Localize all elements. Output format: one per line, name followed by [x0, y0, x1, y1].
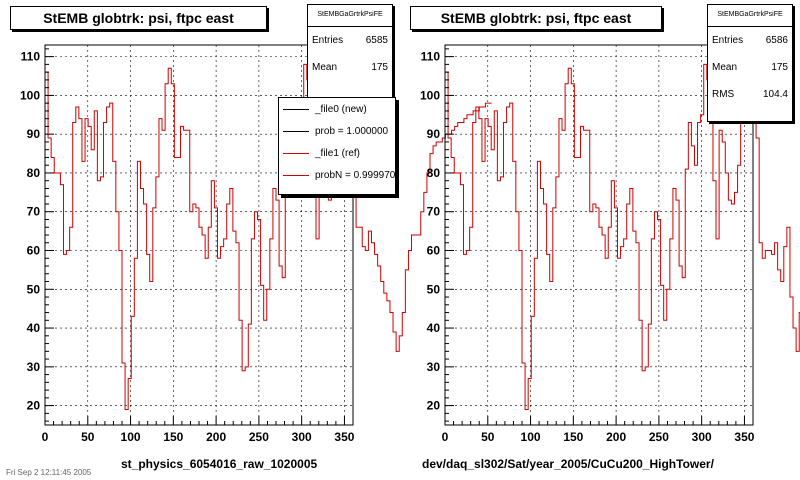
right-y-tick-label: 40 [427, 321, 441, 335]
legend-label-file1: _file1 (ref) [315, 147, 361, 159]
left-y-tick-label: 30 [27, 360, 41, 374]
left-x-axis-title: st_physics_6054016_raw_1020005 [121, 457, 318, 471]
right-stats-mean-label: Mean [712, 62, 738, 73]
left-x-tick-label: 100 [121, 430, 141, 444]
right-y-tick-label: 70 [427, 205, 441, 219]
left-x-tick-label: 350 [334, 430, 354, 444]
left-x-tick-label: 250 [249, 430, 269, 444]
right-y-tick-label: 90 [427, 127, 441, 141]
right-x-tick-label: 0 [442, 430, 449, 444]
left-y-tick-label: 100 [20, 88, 40, 102]
left-y-tick-label: 50 [27, 282, 41, 296]
legend-entry-prob: prob = 1.000000 [279, 120, 395, 142]
left-stats-name: StEMBGaGrtrkPsiFE [308, 5, 392, 27]
left-y-tick-label: 110 [21, 50, 41, 64]
left-y-tick-label: 80 [27, 166, 41, 180]
legend-label-prob: prob = 1.000000 [315, 125, 389, 137]
left-y-tick-label: 40 [27, 321, 41, 335]
right-stats-rms-value: 104.4 [762, 89, 788, 100]
left-stats-mean: Mean 175 [308, 54, 392, 81]
right-stats-entries-label: Entries [712, 35, 744, 46]
right-stats-rms: RMS 104.4 [708, 81, 792, 108]
right-x-tick-label: 150 [563, 430, 583, 444]
right-y-tick-label: 100 [420, 88, 440, 102]
legend-entry-file0: _file0 (new) [279, 98, 395, 120]
legend-swatch-prob [283, 130, 309, 132]
left-x-tick-label: 200 [206, 430, 226, 444]
left-x-tick-label: 0 [42, 430, 49, 444]
right-y-tick-label: 60 [427, 244, 441, 258]
left-stats-mean-label: Mean [312, 62, 338, 73]
left-y-tick-label: 90 [27, 127, 41, 141]
left-histogram-series [45, 63, 492, 410]
right-x-tick-label: 250 [649, 430, 669, 444]
legend-swatch-probn [283, 174, 309, 176]
left-x-tick-label: 300 [292, 430, 312, 444]
left-x-tick-label: 50 [81, 430, 95, 444]
right-x-axis-title: dev/daq_sl302/Sat/year_2005/CuCu200_High… [422, 457, 714, 471]
right-histogram-series [445, 63, 800, 410]
right-x-tick-label: 100 [521, 430, 541, 444]
right-y-tick-label: 80 [427, 166, 441, 180]
right-stats-rms-label: RMS [712, 89, 735, 100]
footer-timestamp: Fri Sep 2 12:11:45 2005 [6, 468, 92, 477]
left-x-tick-label: 150 [163, 430, 183, 444]
legend-label-file0: _file0 (new) [315, 103, 367, 115]
right-stats-entries-value: 6586 [765, 35, 788, 46]
left-stats-entries-label: Entries [312, 35, 344, 46]
right-stats-box: StEMBGaGrtrkPsiFE Entries 6586 Mean 175 … [707, 4, 793, 122]
left-y-tick-label: 70 [27, 205, 41, 219]
left-y-tick-label: 20 [27, 399, 41, 413]
left-stats-entries-value: 6585 [365, 35, 388, 46]
legend-swatch-file1 [283, 152, 309, 154]
legend-entry-probn: probN = 0.999970 [279, 164, 395, 186]
right-stats-mean: Mean 175 [708, 54, 792, 81]
right-x-tick-label: 350 [734, 430, 754, 444]
right-x-tick-label: 50 [481, 430, 495, 444]
right-stats-entries: Entries 6586 [708, 27, 792, 54]
left-stats-entries: Entries 6585 [308, 27, 392, 54]
right-chart-title: StEMB globtrk: psi, ftpc east [410, 6, 662, 30]
legend-entry-file1: _file1 (ref) [279, 142, 395, 164]
right-y-tick-label: 50 [427, 282, 441, 296]
left-legend: _file0 (new) prob = 1.000000 _file1 (ref… [278, 97, 396, 195]
legend-swatch-file0 [283, 108, 309, 110]
right-y-tick-label: 20 [427, 399, 441, 413]
left-chart-title: StEMB globtrk: psi, ftpc east [10, 6, 267, 30]
right-stats-name: StEMBGaGrtrkPsiFE [708, 5, 792, 27]
right-x-tick-label: 300 [692, 430, 712, 444]
right-y-tick-label: 110 [421, 50, 441, 64]
legend-label-probn: probN = 0.999970 [315, 169, 396, 181]
left-stats-mean-value: 175 [371, 62, 388, 73]
right-stats-mean-value: 175 [771, 62, 788, 73]
right-y-tick-label: 30 [427, 360, 441, 374]
left-y-tick-label: 60 [27, 244, 41, 258]
right-x-tick-label: 200 [606, 430, 626, 444]
